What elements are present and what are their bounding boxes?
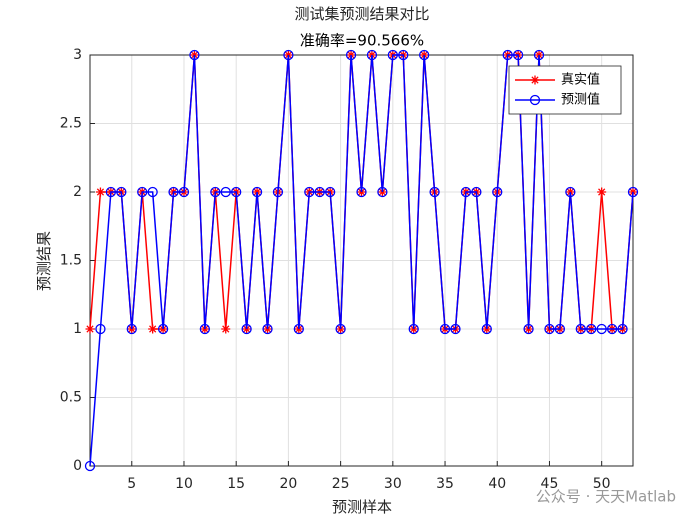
x-tick-label: 5 [127,476,136,492]
y-tick-label: 1 [73,321,82,337]
data-point [366,49,378,61]
data-point [105,186,117,198]
data-point [554,323,566,335]
data-point [502,49,513,61]
x-tick-label: 45 [541,476,559,492]
legend-label: 预测值 [561,92,600,108]
data-point [586,323,597,335]
data-point [304,186,315,198]
chart-title: 测试集预测结果对比 [294,5,429,23]
data-point [575,323,586,335]
data-point [148,324,158,334]
x-tick-label: 30 [384,476,402,492]
data-point [137,186,148,198]
data-point [450,323,461,335]
data-point [241,323,252,335]
data-point [617,323,628,335]
chart-subtitle: 准确率=90.566% [300,32,424,50]
data-point [544,323,555,335]
data-point [251,186,263,198]
data-point [157,323,169,335]
data-point [221,324,231,334]
data-point [325,186,336,198]
x-tick-label: 35 [436,476,454,492]
series [84,49,639,472]
watermark: 公众号 · 天天Matlab [536,488,676,506]
x-tick-label: 10 [175,476,193,492]
legend-label: 真实值 [561,72,600,88]
data-point [189,49,200,61]
data-point [220,186,231,198]
data-point [492,186,503,198]
data-point [210,186,221,198]
data-point [471,186,482,198]
data-point [606,323,618,335]
y-tick-label: 0 [73,458,82,474]
data-point [199,323,211,335]
data-point [95,323,106,335]
y-tick-label: 3 [73,47,82,63]
data-point [460,186,472,198]
data-point [356,186,367,198]
y-tick-label: 2 [73,184,82,200]
data-point [283,49,294,61]
legend-marker [529,94,541,106]
data-point [147,186,158,198]
x-tick-label: 15 [227,476,245,492]
data-point [512,49,524,61]
data-point [419,49,430,61]
data-point [533,49,545,61]
y-tick-label: 2.5 [60,116,82,132]
data-point [95,187,105,197]
y-tick-label: 0.5 [60,390,82,406]
data-point [565,186,576,198]
x-axis-label: 预测样本 [332,498,392,516]
data-point [596,323,607,335]
data-point [116,186,127,198]
data-point [126,323,137,335]
data-point [627,186,639,198]
series-line [89,54,634,467]
data-point [429,186,440,198]
data-point [168,186,179,198]
x-tick-label: 50 [593,476,611,492]
data-point [398,49,409,61]
data-point [481,323,492,335]
legend-box [508,65,622,115]
data-point [345,49,357,61]
data-point [377,186,388,198]
legend-marker [530,75,540,85]
data-point [597,187,607,197]
data-point [314,186,325,198]
y-tick-label: 1.5 [60,253,82,269]
data-point [439,323,451,335]
x-tick-label: 40 [488,476,506,492]
x-tick-label: 20 [279,476,297,492]
data-point [293,323,304,335]
data-point [231,186,242,198]
data-point [84,460,96,472]
data-point [335,323,346,335]
x-tick-label: 25 [332,476,350,492]
data-point [408,323,419,335]
data-point [272,186,284,198]
data-point [178,186,190,198]
y-axis-label: 预测结果 [35,231,53,291]
axes-box [89,54,634,467]
data-point [85,324,95,334]
data-point [387,49,398,61]
data-point [523,323,534,335]
data-point [262,323,273,335]
